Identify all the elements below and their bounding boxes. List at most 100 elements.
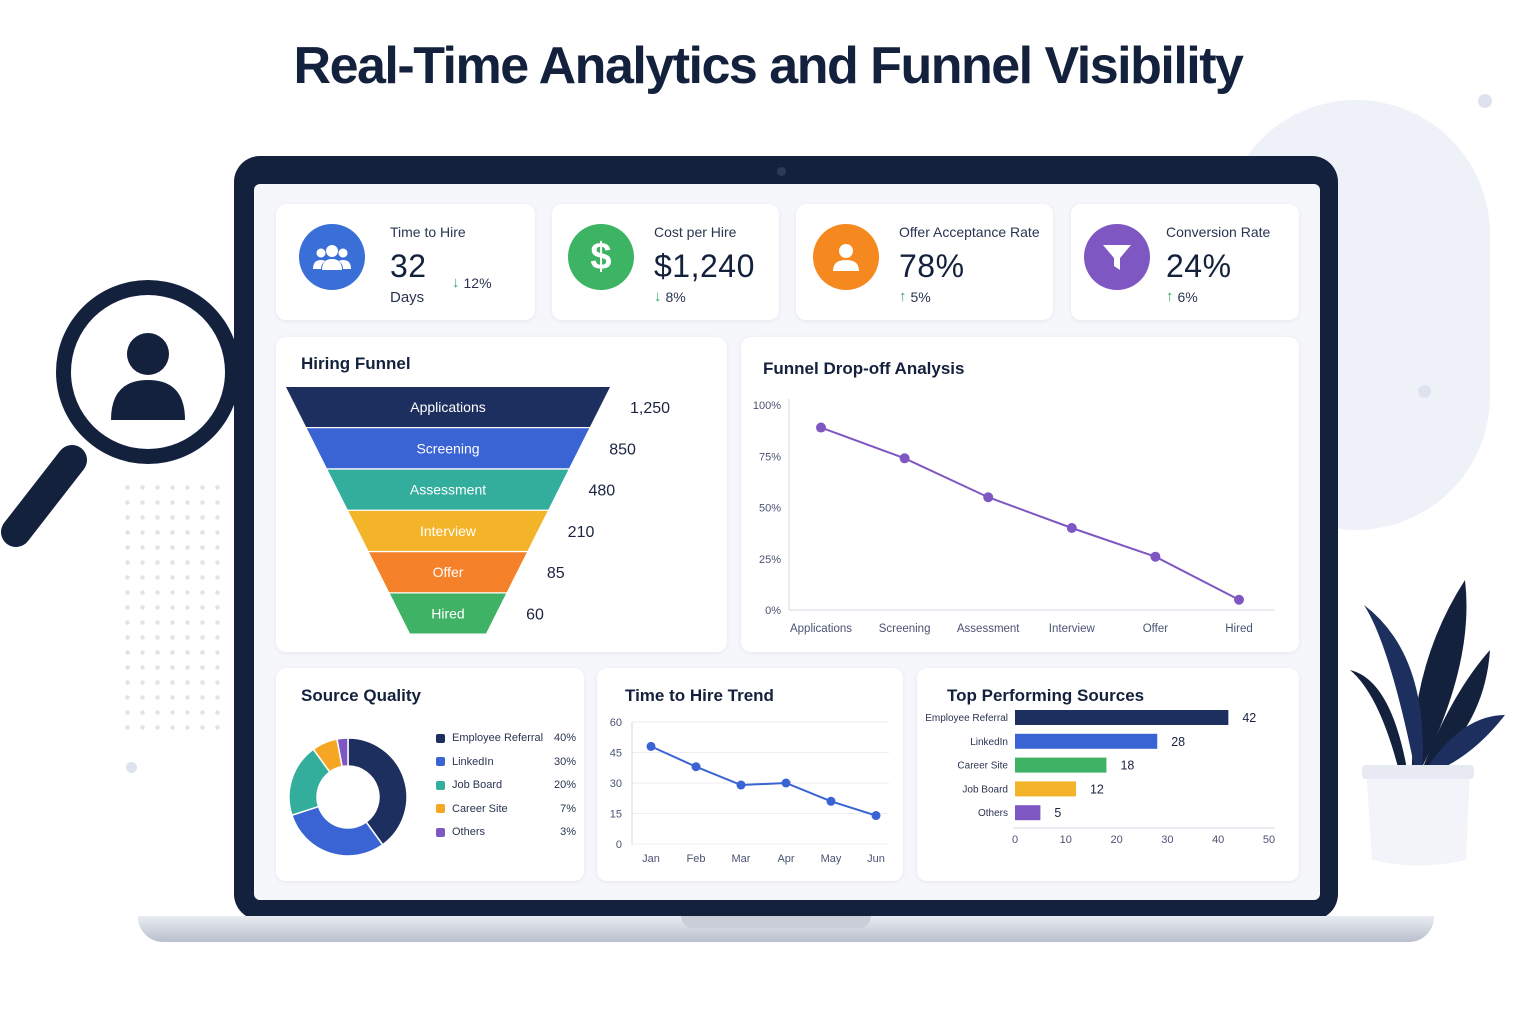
legend-swatch: [436, 780, 445, 790]
bar-linkedin: [1015, 733, 1158, 749]
background-dot: [126, 762, 137, 773]
bar-job-board: [1015, 781, 1076, 797]
card-title: Time to Hire Trend: [625, 686, 774, 705]
kpi-trend: ↑ 5%: [899, 288, 931, 305]
y-tick-label: 60: [610, 717, 622, 729]
dropoff-point: [1234, 594, 1244, 605]
legend-label: Career Site: [452, 802, 508, 815]
kpi-value: $1,240: [654, 248, 755, 284]
donut-slice: [336, 737, 349, 768]
funnel-stage-applications: [286, 387, 610, 427]
bar-category-label: Job Board: [962, 784, 1008, 795]
funnel-stage-label: Interview: [420, 523, 477, 539]
x-tick-label: May: [821, 853, 842, 865]
y-tick-label: 0: [616, 839, 622, 851]
legend-percent: 7%: [560, 802, 576, 815]
x-tick-label: 30: [1161, 834, 1173, 846]
kpi-trend-value: 6%: [1177, 288, 1198, 305]
kpi-card-time-to-hire[interactable]: Time to Hire 32 Days ↓ 12%: [276, 204, 535, 320]
trend-point: [826, 796, 836, 806]
funnel-stage-value: 850: [609, 441, 636, 458]
magnifier-person-icon: [1, 280, 240, 547]
dollar-icon: $: [568, 224, 634, 290]
legend-swatch: [436, 804, 445, 813]
legend-label: LinkedIn: [452, 755, 494, 768]
funnel-stage-value: 210: [568, 524, 595, 541]
funnel-chart: Applications 1,250 Screening 850 Assessment 4…: [286, 387, 670, 634]
funnel-stage-label: Applications: [410, 399, 486, 415]
dot-grid-decoration: [120, 480, 230, 730]
dropoff-point: [1066, 523, 1077, 533]
funnel-stage-screening: [306, 428, 590, 469]
kpi-card-cost-per-hire[interactable]: $ Cost per Hire $1,240 ↓ 8%: [552, 204, 779, 320]
kpi-value: 32: [390, 248, 427, 284]
dropoff-point: [983, 492, 994, 503]
funnel-stage-label: Assessment: [410, 482, 486, 498]
x-tick-label: 0: [1012, 834, 1018, 846]
kpi-label: Cost per Hire: [654, 224, 737, 240]
legend-swatch: [436, 733, 445, 743]
dropoff-point: [816, 422, 826, 433]
legend-swatch: [436, 757, 445, 766]
source-donut-chart: [288, 737, 408, 857]
bar-category-label: Others: [978, 808, 1008, 819]
dropoff-series-line: [820, 426, 1240, 601]
y-tick-label: 30: [610, 778, 622, 790]
legend-label: Employee Referral: [452, 732, 544, 744]
funnel-stage-value: 480: [588, 483, 615, 500]
x-tick-label: Jun: [867, 853, 885, 865]
dashboard-screen: Time to Hire 32 Days ↓ 12% $ Cost per Hir…: [254, 184, 1320, 900]
dropoff-card: Funnel Drop-off Analysis 0% 25% 50% 75% 100%…: [741, 337, 1299, 652]
funnel-stage-assessment: [327, 469, 569, 510]
legend-item: Employee Referral 40%: [436, 730, 576, 746]
dropoff-point: [1150, 551, 1161, 562]
trend-series-line: [650, 745, 877, 817]
trend-point: [691, 762, 701, 772]
kpi-value: 24%: [1166, 248, 1232, 284]
kpi-card-conversion-rate[interactable]: Conversion Rate 24% ↑ 6%: [1071, 204, 1299, 320]
bar-value-label: 18: [1120, 759, 1134, 773]
x-tick-label: Apr: [777, 853, 794, 865]
legend-item: Career Site 7%: [436, 801, 576, 817]
card-title: Funnel Drop-off Analysis: [763, 359, 965, 378]
x-tick-label: Jan: [642, 853, 660, 865]
x-tick-label: 40: [1212, 834, 1224, 846]
legend-percent: 3%: [560, 826, 576, 838]
legend-percent: 20%: [553, 779, 576, 791]
card-title: Hiring Funnel: [301, 354, 411, 373]
card-title: Source Quality: [301, 686, 421, 705]
camera-icon: [777, 167, 786, 176]
x-tick-label: Assessment: [957, 623, 1020, 635]
trend-point: [736, 780, 746, 790]
bar-career-site: [1015, 757, 1107, 773]
legend-item: Job Board 20%: [436, 777, 576, 793]
plant-icon: [1350, 580, 1505, 866]
bar-value-label: 42: [1242, 711, 1256, 725]
legend-percent: 30%: [553, 755, 576, 768]
bar-category-label: Career Site: [957, 761, 1008, 772]
y-tick-label: 50%: [759, 503, 781, 515]
time-to-hire-trend-card: Time to Hire Trend 0 15 30 45 60 Jan Feb Mar Apr…: [597, 668, 903, 881]
funnel-stage-interview: [348, 510, 548, 551]
arrow-down-icon: ↓: [654, 288, 662, 305]
kpi-unit: Days: [390, 289, 425, 306]
y-tick-label: 75%: [759, 451, 781, 463]
bar-employee-referral: [1015, 710, 1229, 725]
funnel-stage-value: 60: [526, 607, 544, 624]
x-tick-label: 50: [1263, 834, 1275, 846]
bar-value-label: 12: [1090, 782, 1104, 796]
x-tick-label: 20: [1110, 834, 1122, 846]
kpi-label: Conversion Rate: [1166, 224, 1271, 240]
bar-others: [1015, 805, 1041, 821]
funnel-icon: [1084, 224, 1150, 290]
x-tick-label: Feb: [687, 853, 706, 865]
bar-value-label: 5: [1054, 806, 1061, 820]
laptop-notch: [681, 916, 871, 928]
x-tick-label: Screening: [879, 623, 931, 635]
kpi-card-offer-acceptance[interactable]: Offer Acceptance Rate 78% ↑ 5%: [796, 204, 1053, 320]
y-tick-label: 0%: [765, 605, 781, 617]
x-tick-label: Offer: [1143, 623, 1169, 635]
arrow-up-icon: ↑: [899, 288, 907, 305]
donut-slice: [290, 805, 384, 857]
bar-value-label: 28: [1171, 735, 1185, 749]
